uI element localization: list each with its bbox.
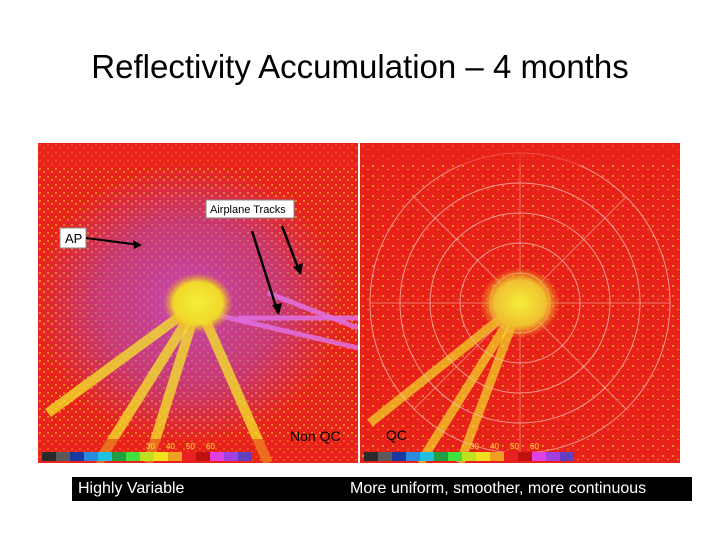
colorbar-swatch	[420, 452, 434, 461]
track-arrowhead-2	[293, 263, 303, 275]
colorbar-swatch	[392, 452, 406, 461]
colorbar-swatch	[84, 452, 98, 461]
colorbar-swatch	[546, 452, 560, 461]
track-arrowhead-1	[272, 303, 282, 315]
ap-arrow	[85, 237, 141, 246]
track-arrow-1	[250, 230, 280, 314]
non-qc-colorbar	[42, 452, 252, 461]
svg-text:40: 40	[166, 442, 175, 451]
qc-colorbar	[364, 452, 574, 461]
right-caption: More uniform, smoother, more continuous	[350, 480, 647, 497]
colorbar-swatch	[154, 452, 168, 461]
colorbar-swatch	[210, 452, 224, 461]
colorbar-swatch	[182, 452, 196, 461]
colorbar-swatch	[462, 452, 476, 461]
colorbar-swatch	[518, 452, 532, 461]
svg-text:60: 60	[530, 442, 539, 451]
colorbar-swatch	[532, 452, 546, 461]
airplane-tracks-annotation: Airplane Tracks	[210, 204, 286, 216]
track-arrow-2	[280, 225, 302, 274]
left-caption: Highly Variable	[78, 480, 185, 497]
svg-text:40: 40	[490, 442, 499, 451]
airplane-tracks-box	[205, 199, 295, 219]
colorbar-swatch	[70, 452, 84, 461]
colorbar-swatch	[126, 452, 140, 461]
slide-title: Reflectivity Accumulation – 4 months	[91, 48, 629, 85]
svg-text:30: 30	[470, 442, 479, 451]
svg-text:60: 60	[206, 442, 215, 451]
colorbar-swatch	[434, 452, 448, 461]
ap-annotation: AP	[65, 231, 82, 246]
colorbar-swatch	[406, 452, 420, 461]
colorbar-swatch	[98, 452, 112, 461]
colorbar-swatch	[448, 452, 462, 461]
ap-arrowhead	[133, 240, 142, 249]
colorbar-swatch	[224, 452, 238, 461]
colorbar-swatch	[476, 452, 490, 461]
colorbar-swatch	[56, 452, 70, 461]
caption-bar	[72, 477, 692, 501]
qc-radar-image: 30 40 50 60 QC	[360, 143, 680, 463]
colorbar-swatch	[168, 452, 182, 461]
colorbar-swatch	[196, 452, 210, 461]
colorbar-swatch	[490, 452, 504, 461]
qc-radar-graphic: 30 40 50 60 QC	[360, 143, 680, 463]
qc-label: QC	[386, 427, 407, 443]
colorbar-swatch	[504, 452, 518, 461]
svg-text:50: 50	[510, 442, 519, 451]
colorbar-swatch	[364, 452, 378, 461]
colorbar-swatch	[560, 452, 574, 461]
non-qc-label: Non QC	[290, 428, 341, 444]
colorbar-swatch	[112, 452, 126, 461]
colorbar-swatch	[140, 452, 154, 461]
svg-text:30: 30	[146, 442, 155, 451]
colorbar-swatch	[42, 452, 56, 461]
colorbar-swatch	[378, 452, 392, 461]
svg-text:50: 50	[186, 442, 195, 451]
non-qc-radar-image: 30 40 50 60 AP Airplane Tracks Non QC	[38, 143, 358, 463]
non-qc-radar-graphic: 30 40 50 60 AP Airplane Tracks Non QC	[38, 143, 358, 463]
colorbar-swatch	[238, 452, 252, 461]
